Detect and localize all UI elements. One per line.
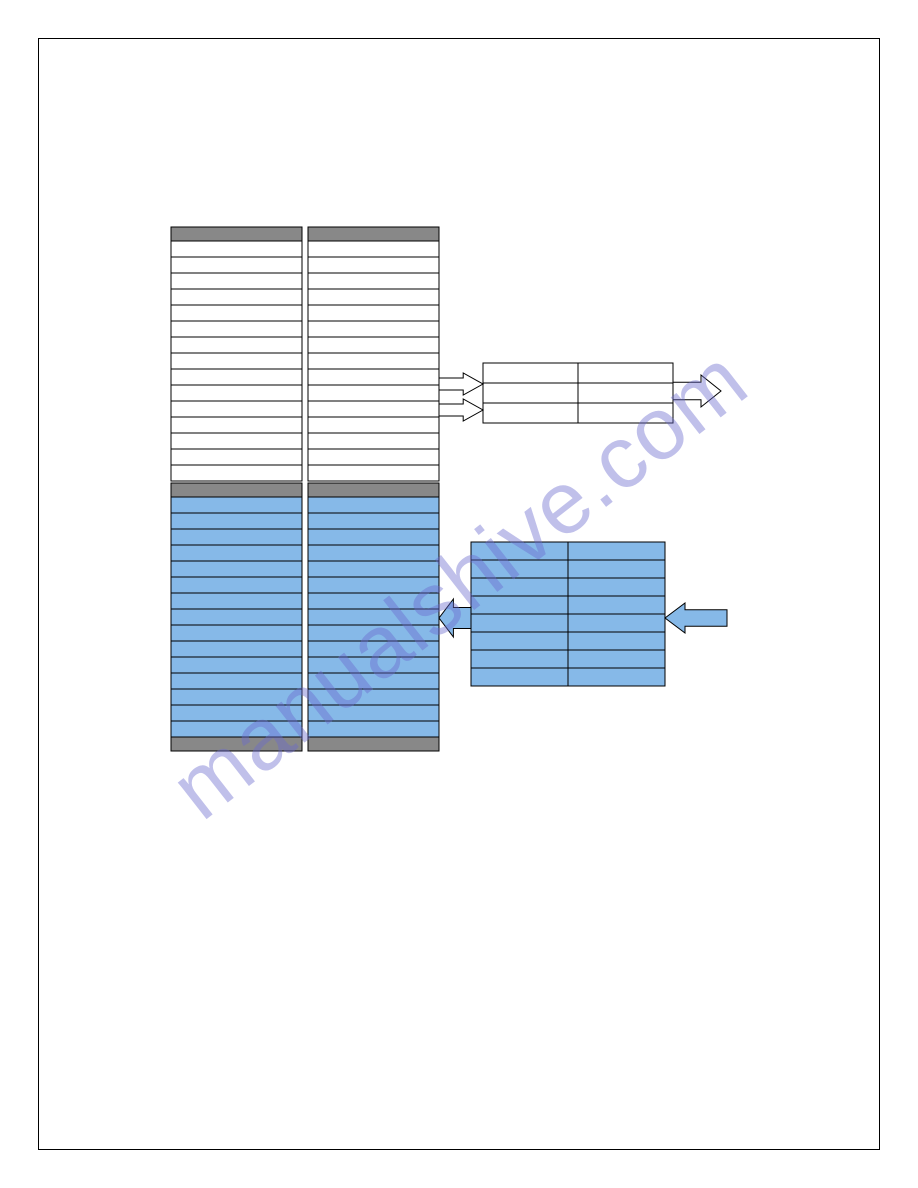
- page-frame: manualshive.com: [38, 38, 880, 1150]
- diagram-svg: [39, 39, 881, 1151]
